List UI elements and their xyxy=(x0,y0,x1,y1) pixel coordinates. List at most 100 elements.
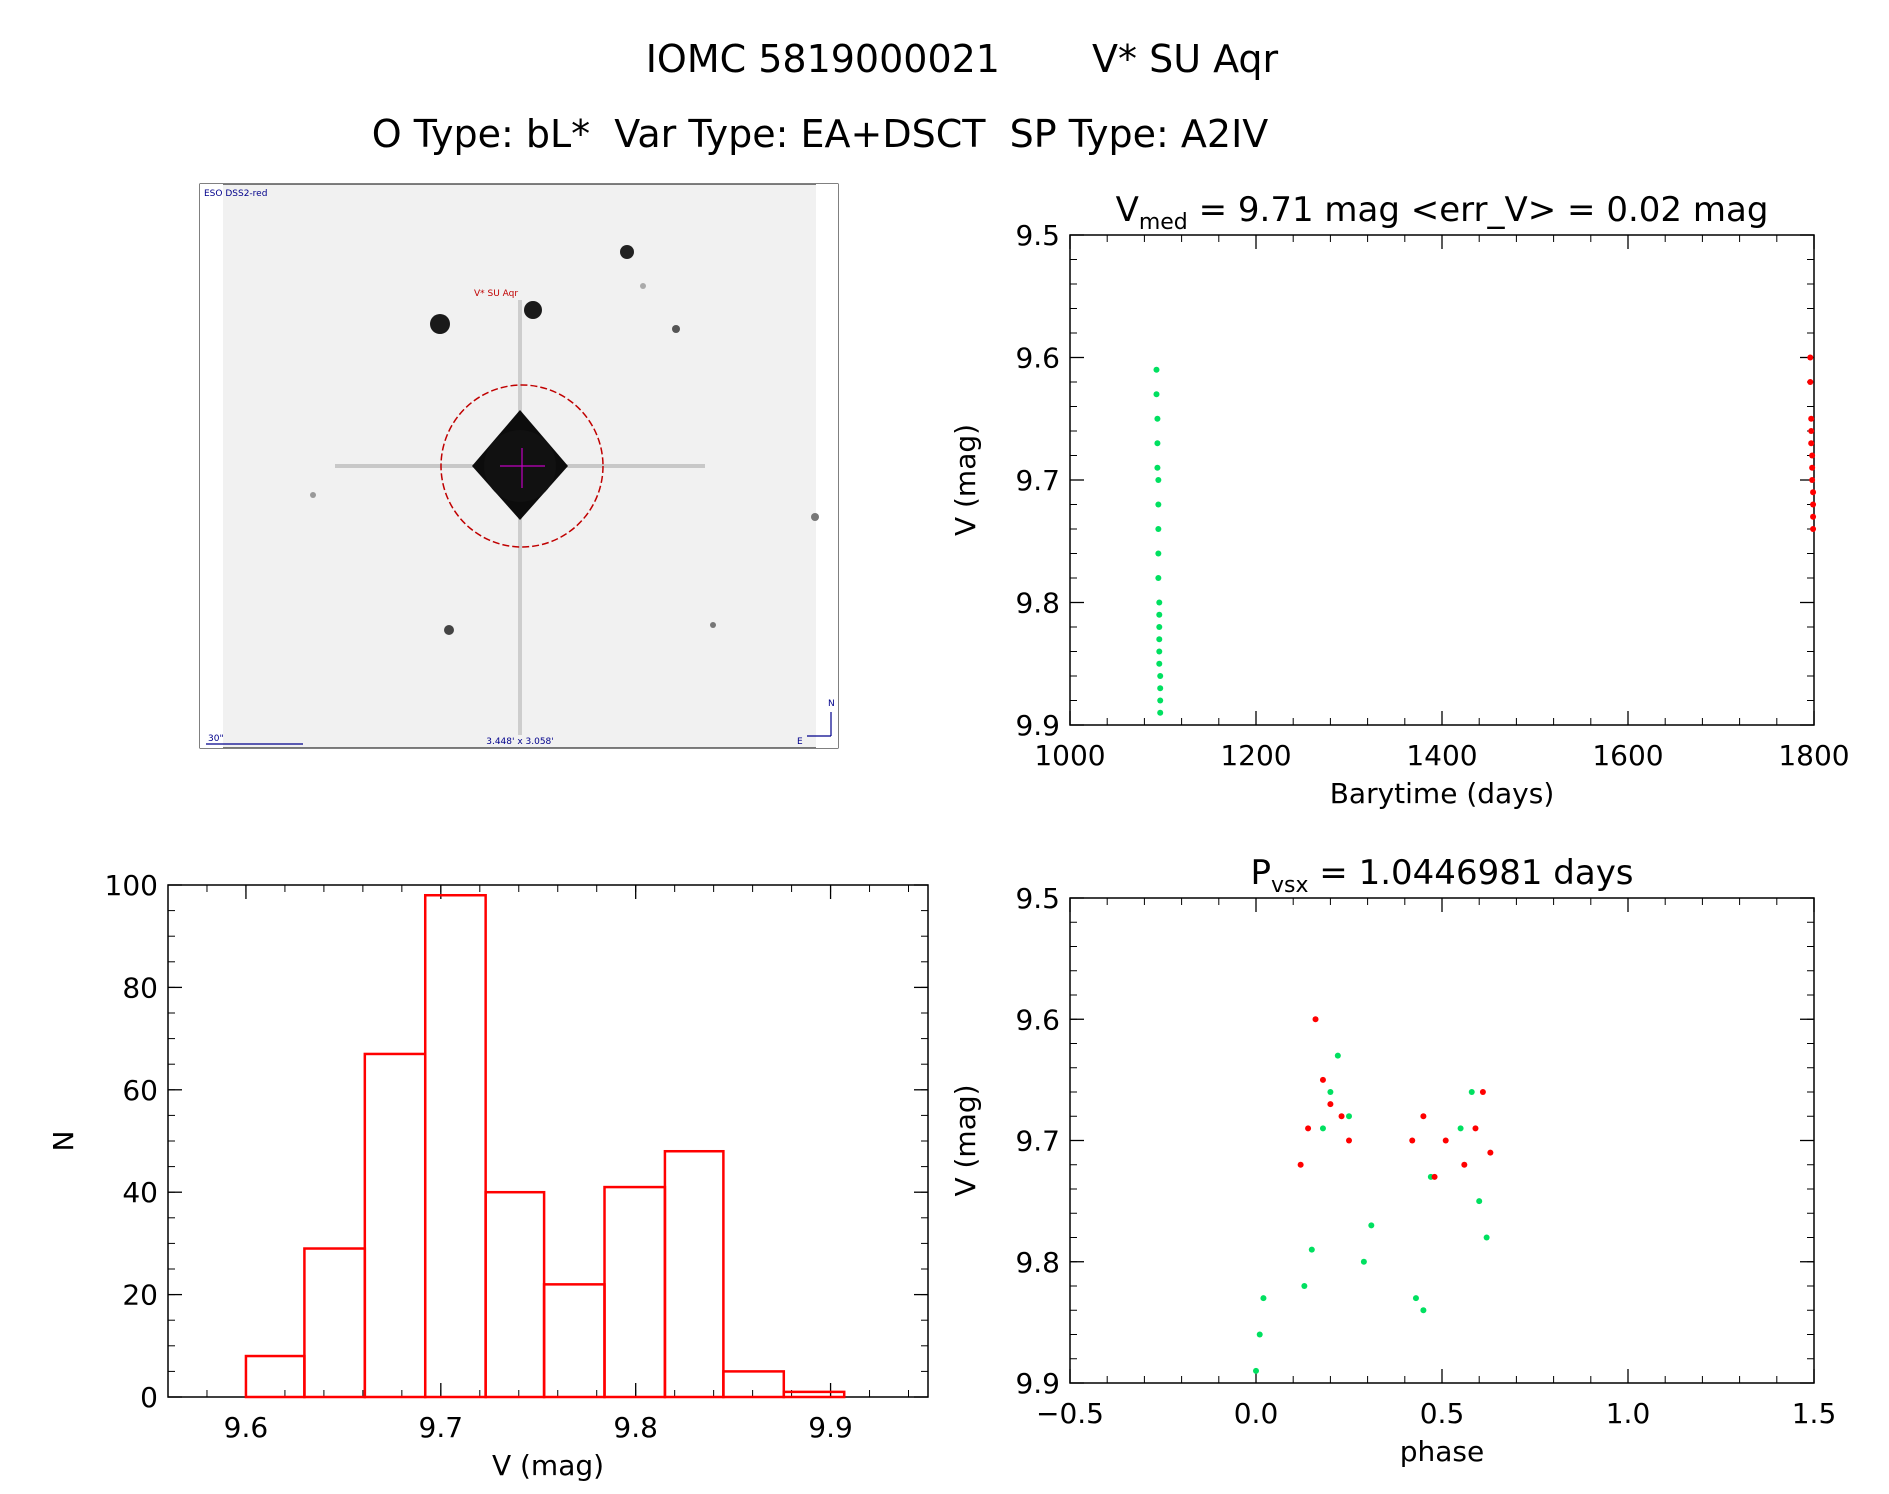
data-point-red xyxy=(1808,440,1815,447)
histogram-bar xyxy=(423,893,487,1399)
x-tick-label: 0.0 xyxy=(1234,1397,1279,1430)
data-point-green xyxy=(1157,709,1164,716)
data-point-green xyxy=(1334,1052,1341,1059)
finder-north-label: N xyxy=(828,699,835,709)
data-point-green xyxy=(1155,477,1162,483)
plot-title-subscript: med xyxy=(1139,210,1188,235)
data-point-red xyxy=(1319,1076,1326,1083)
data-point-red xyxy=(1809,452,1816,459)
data-point-green xyxy=(1153,366,1160,373)
x-axis-label: Barytime (days) xyxy=(1330,777,1555,810)
data-point-green xyxy=(1420,1307,1427,1314)
y-tick-label: 9.8 xyxy=(1015,587,1060,620)
y-tick-label: 9.7 xyxy=(1015,1125,1060,1158)
x-tick-label: 9.8 xyxy=(613,1411,658,1444)
data-point-red xyxy=(1808,415,1815,422)
plot-title-text: = 9.71 mag <err_V> = 0.02 mag xyxy=(1188,190,1769,230)
x-tick-label: 0.5 xyxy=(1420,1397,1465,1430)
finder-field-star xyxy=(524,301,542,319)
data-point-red xyxy=(1808,428,1815,434)
data-point-green xyxy=(1155,526,1162,532)
data-point-red xyxy=(1297,1161,1304,1168)
y-axis-label: V (mag) xyxy=(949,424,982,536)
plot-title: Pvsx = 1.0446981 days xyxy=(1250,853,1633,898)
data-point-green xyxy=(1153,391,1160,398)
histogram-bar xyxy=(303,1247,367,1399)
data-point-green xyxy=(1156,624,1163,630)
header-name: V* SU Aqr xyxy=(1092,37,1279,81)
y-tick-label: 9.9 xyxy=(1015,709,1060,742)
x-tick-label: 9.7 xyxy=(419,1411,464,1444)
data-point-green xyxy=(1155,550,1162,557)
plot-title-symbol: V xyxy=(1116,190,1139,230)
data-point-red xyxy=(1810,526,1817,532)
plot-frame xyxy=(1069,234,1815,726)
x-tick-label: 9.6 xyxy=(224,1411,269,1444)
x-tick-label: 9.9 xyxy=(808,1411,853,1444)
x-axis-label: phase xyxy=(1400,1435,1485,1468)
x-axis-label: V (mag) xyxy=(492,1449,604,1482)
x-tick-label: 1600 xyxy=(1592,739,1663,772)
finder-left-margin xyxy=(200,184,223,748)
data-point-green xyxy=(1256,1331,1263,1338)
header-types: O Type: bL* Var Type: EA+DSCT SP Type: A… xyxy=(372,112,1269,156)
x-tick-label: 1800 xyxy=(1778,739,1849,772)
data-point-red xyxy=(1810,489,1817,496)
data-point-green xyxy=(1157,697,1164,704)
data-point-green xyxy=(1156,660,1163,667)
data-point-red xyxy=(1420,1113,1427,1120)
data-point-green xyxy=(1301,1283,1308,1289)
histogram-bar xyxy=(363,1052,427,1399)
header-id: IOMC 5819000021 xyxy=(646,37,1000,81)
finder-survey-label: ESO DSS2-red xyxy=(204,189,267,199)
finder-target-circle xyxy=(440,384,604,548)
y-tick-label: 0 xyxy=(140,1381,158,1414)
data-point-green xyxy=(1156,648,1163,655)
data-point-green xyxy=(1154,440,1161,447)
data-point-red xyxy=(1810,501,1817,508)
data-point-green xyxy=(1360,1258,1367,1265)
data-point-green xyxy=(1154,415,1161,422)
y-axis-label: V (mag) xyxy=(949,1084,982,1196)
histogram-bar xyxy=(663,1149,725,1399)
finder-chart: ESO DSS2-red V* SU Aqr 30" 3.448' x 3.05… xyxy=(199,183,839,749)
y-tick-label: 9.6 xyxy=(1015,1003,1060,1036)
data-point-red xyxy=(1431,1173,1438,1180)
y-tick-label: 9.7 xyxy=(1015,464,1060,497)
finder-field-star xyxy=(444,625,454,635)
finder-fov-label: 3.448' x 3.058' xyxy=(486,737,554,747)
finder-field-star xyxy=(620,245,634,259)
x-tick-label: 1.5 xyxy=(1792,1397,1837,1430)
x-tick-label: −0.5 xyxy=(1036,1397,1104,1430)
data-point-red xyxy=(1807,379,1814,385)
x-tick-label: 1400 xyxy=(1406,739,1477,772)
y-tick-label: 60 xyxy=(122,1074,158,1107)
data-point-green xyxy=(1368,1222,1375,1229)
histogram-bar xyxy=(542,1283,606,1399)
data-point-green xyxy=(1155,501,1162,508)
y-tick-label: 80 xyxy=(122,971,158,1004)
y-tick-label: 100 xyxy=(105,869,158,902)
x-tick-label: 1000 xyxy=(1034,739,1105,772)
data-point-red xyxy=(1809,464,1816,471)
y-tick-label: 9.5 xyxy=(1015,219,1060,252)
y-tick-label: 9.8 xyxy=(1015,1246,1060,1279)
y-tick-label: 9.9 xyxy=(1015,1367,1060,1400)
data-point-green xyxy=(1308,1246,1315,1253)
data-point-green xyxy=(1483,1234,1490,1241)
data-point-green xyxy=(1327,1089,1334,1095)
data-point-red xyxy=(1461,1161,1468,1168)
data-point-red xyxy=(1479,1089,1486,1095)
data-point-green xyxy=(1319,1125,1326,1132)
data-point-green xyxy=(1156,636,1163,643)
data-point-red xyxy=(1305,1125,1312,1132)
data-point-red xyxy=(1338,1113,1345,1120)
data-point-red xyxy=(1807,354,1814,361)
histogram-bar xyxy=(244,1354,306,1399)
data-point-green xyxy=(1156,599,1163,606)
histogram-bar xyxy=(603,1185,667,1399)
plot-title-text: = 1.0446981 days xyxy=(1309,853,1634,893)
data-point-green xyxy=(1412,1295,1419,1302)
finder-field-star xyxy=(430,314,450,334)
finder-field-star xyxy=(811,513,819,521)
